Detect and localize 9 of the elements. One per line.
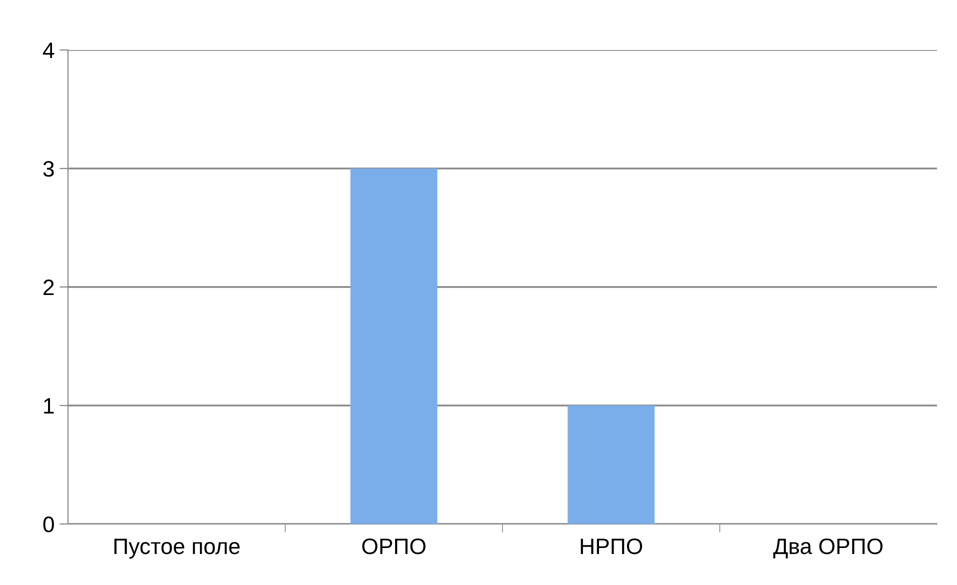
x-tick-label: ОРПО	[362, 538, 426, 554]
y-tick-label: 0	[43, 516, 54, 532]
y-tick-label: 3	[43, 161, 54, 177]
y-tick-label: 2	[44, 280, 54, 296]
x-tick-label: НРПО	[580, 538, 642, 554]
x-tick-label: Пустое поле	[114, 538, 240, 559]
y-tick-label: 1	[44, 398, 54, 414]
y-tick-label: 4	[42, 42, 54, 58]
x-tick-label: Два ОРПО	[773, 538, 883, 558]
